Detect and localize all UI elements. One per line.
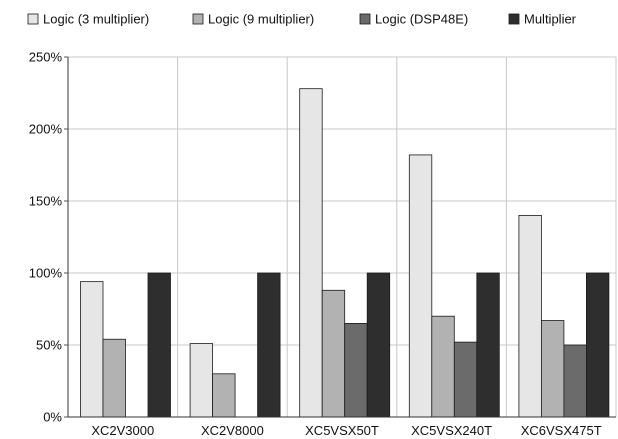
legend-label: Logic (DSP48E): [375, 12, 468, 27]
bar-xc2v3000-series-2: [102, 338, 126, 418]
y-tick-label: 100%: [29, 266, 63, 281]
bar-xc2v8000-series-1: [189, 343, 214, 418]
bar-xc5vsx50t-series-3: [344, 322, 368, 418]
bar-xc2v8000-series-2: [212, 373, 236, 418]
bar-xc5vsx50t-series-4: [366, 272, 391, 418]
legend: Logic (3 multiplier) Logic (9 multiplier)…: [27, 12, 577, 27]
y-axis-ticks: 0% 50% 100% 150% 200% 250%: [29, 50, 68, 425]
x-category-label: XC2V8000: [201, 423, 264, 438]
bar-xc6vsx475t-series-1: [518, 214, 542, 418]
legend-label: Logic (3 multiplier): [43, 12, 149, 27]
legend-label: Multiplier: [524, 12, 577, 27]
x-category-label: XC6VSX475T: [521, 423, 602, 438]
bar-xc2v3000-series-1: [80, 281, 104, 418]
bar-xc5vsx240t-series-2: [431, 315, 455, 418]
y-tick-label: 150%: [29, 194, 63, 209]
bar-xc6vsx475t-series-4: [586, 272, 610, 418]
y-tick-label: 50%: [36, 338, 62, 353]
legend-swatch: [192, 13, 204, 25]
bar-xc5vsx50t-series-1: [299, 88, 323, 418]
legend-swatch: [359, 13, 371, 25]
legend-swatch: [27, 13, 39, 25]
x-category-label: XC2V3000: [91, 423, 154, 438]
bar-xc2v3000-series-4: [147, 272, 171, 418]
x-category-label: XC5VSX240T: [411, 423, 492, 438]
x-axis-labels: XC2V3000 XC2V8000 XC5VSX50T XC5VSX240T XC6VS…: [91, 423, 601, 438]
bar-xc6vsx475t-series-3: [563, 344, 587, 418]
bar-xc5vsx240t-series-4: [476, 272, 500, 418]
bar-xc5vsx240t-series-1: [408, 154, 433, 418]
y-tick-label: 250%: [29, 50, 63, 65]
y-tick-label: 0%: [43, 410, 62, 425]
bar-xc5vsx240t-series-3: [453, 341, 478, 418]
bar-xc5vsx50t-series-2: [321, 289, 346, 418]
bar-xc2v8000-series-4: [257, 272, 281, 418]
bars: [80, 88, 610, 418]
legend-swatch: [508, 13, 520, 25]
bar-xc6vsx475t-series-2: [541, 320, 565, 418]
x-category-label: XC5VSX50T: [305, 423, 379, 438]
legend-label: Logic (9 multiplier): [208, 12, 314, 27]
axes: [67, 57, 616, 418]
y-tick-label: 200%: [29, 122, 63, 137]
